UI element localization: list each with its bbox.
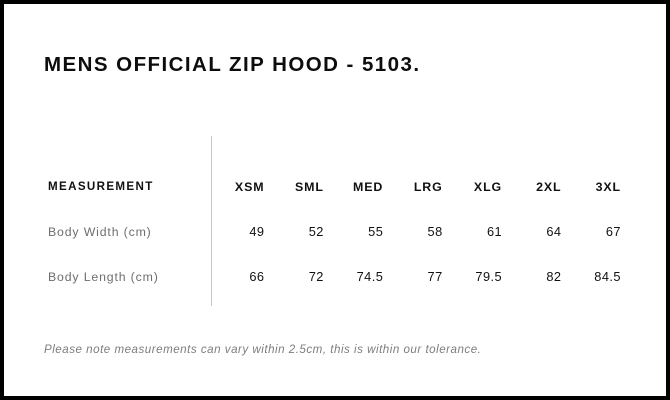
size-chart-content: MENS OFFICIAL ZIP HOOD - 5103. MEASUREME… [4,4,666,396]
table-row: Body Width (cm) 49 52 55 58 61 64 67 [44,209,628,254]
column-header-xsm: XSM [234,179,265,194]
size-measurement-table: MEASUREMENT XSM SML MED LRG XLG 2XL 3XL … [44,164,628,299]
column-header-2xl: 2XL [536,179,562,194]
column-header-measurement: MEASUREMENT [48,180,154,193]
tolerance-note: Please note measurements can vary within… [44,343,482,356]
table-vertical-divider [211,136,212,306]
cell-body-length-xsm: 66 [249,269,265,284]
cell-body-length-lrg: 77 [427,269,443,284]
cell-body-length-2xl: 82 [546,269,562,284]
cell-body-width-sml: 52 [308,224,324,239]
column-header-3xl: 3XL [595,179,621,194]
cell-body-length-xlg: 79.5 [475,269,503,284]
table-row: Body Length (cm) 66 72 74.5 77 79.5 82 8… [44,254,628,299]
column-header-xlg: XLG [473,179,503,194]
cell-body-width-3xl: 67 [605,224,621,239]
cell-body-length-med: 74.5 [356,269,384,284]
row-label-body-width: Body Width (cm) [48,224,152,239]
cell-body-length-sml: 72 [308,269,324,284]
cell-body-length-3xl: 84.5 [594,269,621,284]
cell-body-width-xsm: 49 [249,224,265,239]
table-header-row: MEASUREMENT XSM SML MED LRG XLG 2XL 3XL [44,164,628,209]
column-header-lrg: LRG [413,179,443,194]
page-title: MENS OFFICIAL ZIP HOOD - 5103. [44,53,421,76]
cell-body-width-2xl: 64 [546,224,562,239]
cell-body-width-xlg: 61 [486,224,503,239]
row-label-body-length: Body Length (cm) [48,269,159,284]
column-header-med: MED [353,179,384,194]
cell-body-width-med: 55 [368,224,384,239]
column-header-sml: SML [295,179,324,194]
cell-body-width-lrg: 58 [427,224,443,239]
